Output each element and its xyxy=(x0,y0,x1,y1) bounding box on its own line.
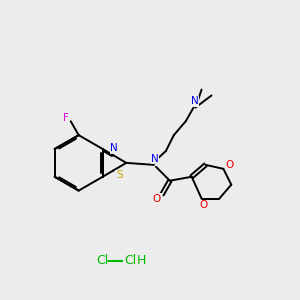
Text: O: O xyxy=(225,160,233,170)
Text: H: H xyxy=(137,254,146,268)
Text: F: F xyxy=(63,113,69,123)
Text: O: O xyxy=(200,200,208,211)
Text: Cl: Cl xyxy=(124,254,136,268)
Text: N: N xyxy=(151,154,159,164)
Text: N: N xyxy=(191,97,199,106)
Text: N: N xyxy=(110,143,118,153)
Text: O: O xyxy=(153,194,161,203)
Text: S: S xyxy=(116,170,123,181)
Text: Cl: Cl xyxy=(96,254,108,268)
